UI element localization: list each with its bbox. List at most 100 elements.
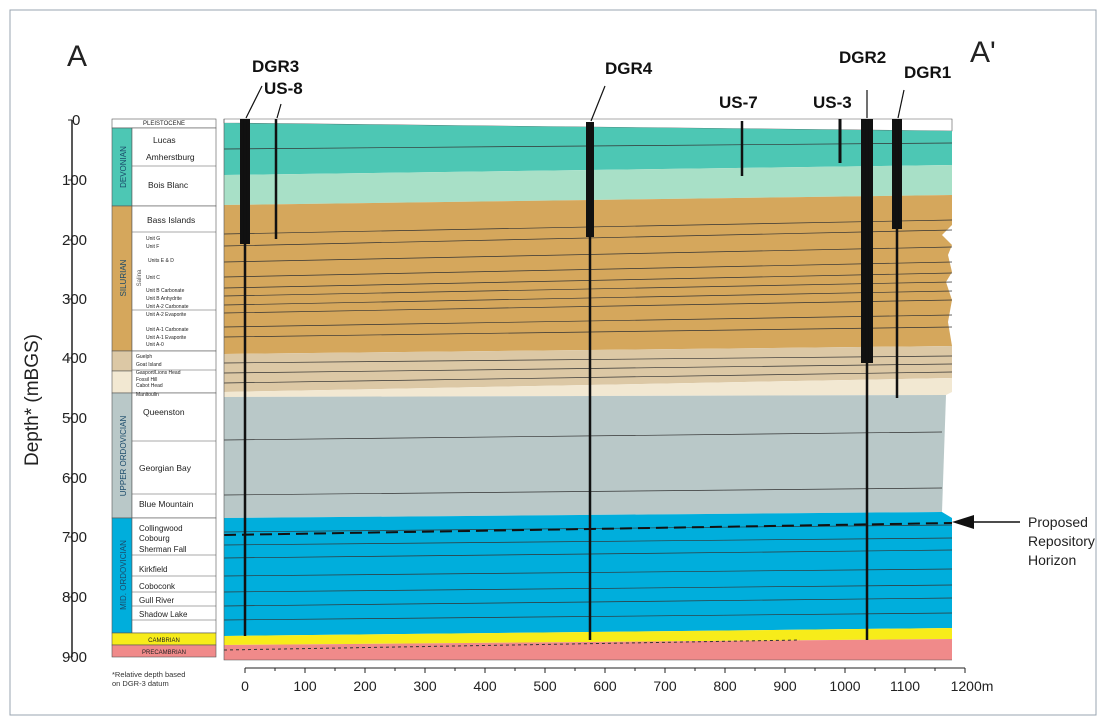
formation-label: Unit G: [146, 236, 160, 242]
well-label-us7: US-7: [719, 93, 758, 112]
y-tick-label: 0: [72, 112, 80, 129]
formation-label: Gull River: [139, 596, 174, 605]
system-label: SILURIAN: [119, 259, 128, 296]
footnote-line-1: *Relative depth based: [112, 670, 185, 679]
formation-label: Manitoulin: [136, 392, 159, 398]
lower-silurian-formations: [131, 350, 217, 394]
formation-label: Goat Island: [136, 362, 162, 368]
well-labels: DGR3 US-8 DGR4 US-7 US-3 DGR2 DGR1: [252, 48, 951, 112]
silurian-lowest-layer: [224, 378, 952, 397]
system-label: CAMBRIAN: [148, 638, 180, 644]
system-labels: PLEISTOCENE DEVONIAN SILURIAN UPPER ORDO…: [119, 121, 186, 656]
cambrian-layer: [224, 628, 952, 645]
annotation-line: Proposed: [1028, 514, 1088, 530]
y-tick-label: 200: [62, 232, 87, 249]
y-axis: 0 100 200 300 400 500 600 700 800 900 De…: [22, 112, 87, 666]
section-end-label: A': [970, 36, 996, 69]
formation-label: Cobourg: [139, 534, 170, 543]
formation-label: Collingwood: [139, 524, 183, 533]
x-tick-label: 100: [293, 678, 317, 694]
x-tick-label: 600: [593, 678, 617, 694]
well-label-us3: US-3: [813, 93, 852, 112]
y-tick-label: 600: [62, 470, 87, 487]
well-label-dgr2: DGR2: [839, 48, 886, 67]
formation-label: Guelph: [136, 354, 152, 360]
well-label-dgr1: DGR1: [904, 63, 951, 82]
formation-labels: Lucas Amherstburg Bois Blanc Bass Island…: [136, 135, 195, 619]
annotation-line: Horizon: [1028, 552, 1076, 568]
formation-label: Lucas: [153, 135, 176, 145]
arrow-head-icon: [952, 515, 974, 529]
mid-ordovician-formations: [131, 517, 217, 634]
footnote-line-2: on DGR-3 datum: [112, 679, 169, 688]
x-tick-label: 400: [473, 678, 497, 694]
x-axis: 0 100 200 300 400 500 600 700 800 900 10…: [241, 667, 993, 694]
y-tick-label: 100: [62, 172, 87, 189]
x-tick-label: 200: [353, 678, 377, 694]
upper-ordovician-formations: [131, 392, 217, 519]
upper-ordovician-layer: [224, 395, 946, 518]
formation-label: Sherman Fall: [139, 545, 187, 554]
x-tick-label: 0: [241, 678, 249, 694]
formation-label: Georgian Bay: [139, 463, 192, 473]
formation-label: Unit A-2 Evaporite: [146, 312, 187, 318]
formation-label: Kirkfield: [139, 565, 167, 574]
wells: [240, 85, 905, 640]
salina-label: Salina: [137, 269, 143, 286]
precambrian-band: [111, 644, 217, 658]
system-label: PRECAMBRIAN: [142, 650, 186, 656]
system-label: PLEISTOCENE: [143, 121, 185, 127]
formation-label: Shadow Lake: [139, 610, 188, 619]
well-label-dgr4: DGR4: [605, 59, 653, 78]
formation-label: Unit A-0: [146, 342, 164, 348]
x-tick-label: 700: [653, 678, 677, 694]
well-label-dgr3: DGR3: [252, 57, 299, 76]
formation-label: Gasport/Lions Head: [136, 370, 181, 376]
cross-section-layers: [223, 118, 953, 661]
repository-horizon-line: [223, 522, 953, 536]
strat-column: [111, 118, 217, 658]
x-tick-label: 300: [413, 678, 437, 694]
formation-label: Unit B Carbonate: [146, 288, 185, 294]
formation-label: Amherstburg: [146, 152, 195, 162]
annotation-line: Repository: [1028, 533, 1095, 549]
formation-label: Unit A-1 Carbonate: [146, 327, 189, 333]
lower-silurian-band-2: [111, 370, 133, 394]
y-tick-label: 900: [62, 649, 87, 666]
x-tick-label: 800: [713, 678, 737, 694]
system-label: UPPER ORDOVICIAN: [119, 416, 128, 497]
formation-label: Units E & D: [148, 258, 174, 264]
formation-label: Bois Blanc: [148, 180, 189, 190]
repository-annotation: Proposed Repository Horizon: [952, 514, 1095, 568]
formation-label: Bass Islands: [147, 215, 195, 225]
devonian-formations: [131, 127, 217, 207]
y-tick-label: 400: [62, 350, 87, 367]
lower-silurian-band: [111, 350, 133, 372]
precambrian-layer: [224, 639, 952, 660]
formation-label: Unit F: [146, 244, 159, 250]
y-tick-label: 800: [62, 589, 87, 606]
formation-label: Unit A-2 Carbonate: [146, 304, 189, 310]
silurian-layer: [224, 195, 952, 354]
x-tick-label: 1000: [829, 678, 860, 694]
y-tick-label: 700: [62, 529, 87, 546]
cambrian-dashed-line: [223, 639, 801, 651]
y-tick-label: 300: [62, 291, 87, 308]
section-start-label: A: [67, 40, 88, 73]
y-axis-title: Depth* (mBGS): [22, 334, 43, 466]
formation-label: Queenston: [143, 407, 185, 417]
y-tick-label: 500: [62, 410, 87, 427]
formation-label: Fossil Hill: [136, 377, 157, 383]
system-label: DEVONIAN: [119, 146, 128, 188]
formation-label: Unit C: [146, 275, 160, 281]
well-label-us8: US-8: [264, 79, 303, 98]
formation-label: Unit A-1 Evaporite: [146, 335, 187, 341]
formation-boundaries: [223, 142, 953, 621]
formation-label: Unit B Anhydrite: [146, 296, 182, 302]
silurian-formations: [131, 205, 217, 352]
x-tick-label: 500: [533, 678, 557, 694]
mid-ordovician-layer: [224, 512, 952, 636]
formation-label: Cabot Head: [136, 383, 163, 389]
